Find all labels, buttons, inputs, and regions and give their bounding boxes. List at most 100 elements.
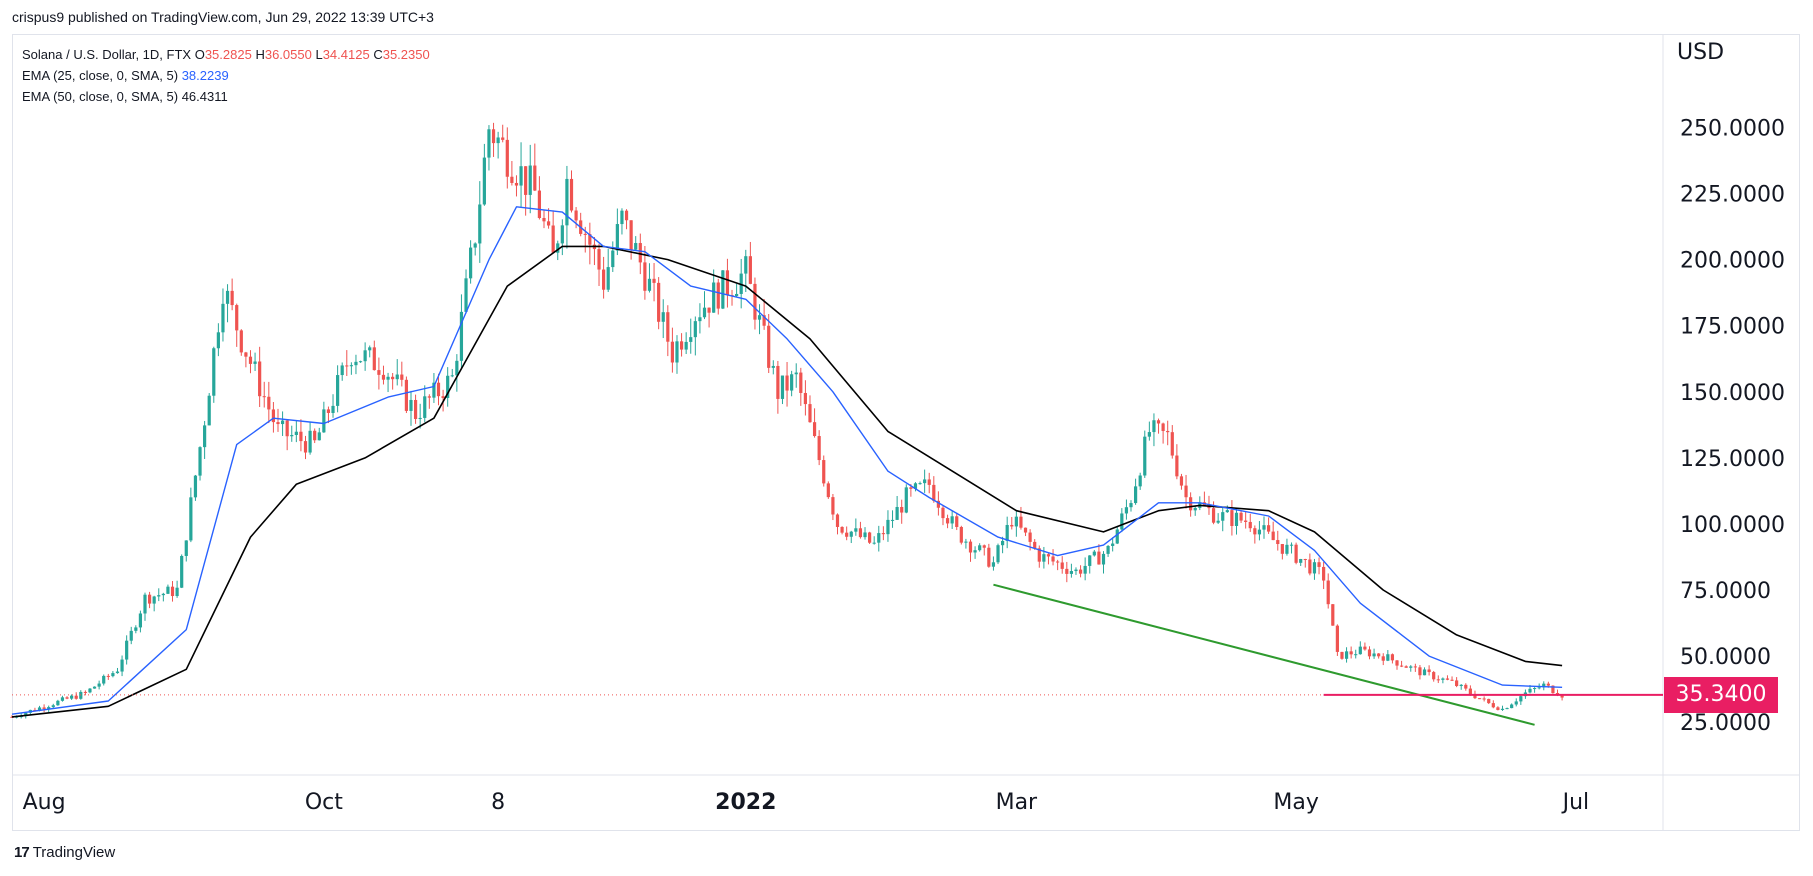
- candle-body: [395, 374, 399, 380]
- candle-body: [918, 483, 922, 485]
- candle-body: [679, 341, 684, 350]
- x-tick-label: 8: [491, 790, 505, 815]
- candle-body: [574, 210, 578, 221]
- x-tick-label: Aug: [23, 790, 66, 815]
- candle-body: [1308, 559, 1312, 574]
- candle-body: [1510, 704, 1514, 709]
- candle-body: [785, 375, 789, 391]
- candle-body: [923, 479, 927, 484]
- candle-body: [248, 356, 253, 364]
- candle-body: [1156, 420, 1161, 424]
- candle-body: [1111, 543, 1115, 546]
- candle-body: [221, 303, 225, 333]
- candle-body: [1170, 432, 1174, 456]
- x-tick-label: Mar: [996, 790, 1038, 815]
- candle-body: [1422, 669, 1427, 676]
- candle-body: [120, 659, 124, 672]
- candle-body: [1372, 653, 1376, 657]
- candle-body: [973, 550, 977, 553]
- candle-body: [597, 249, 601, 270]
- candle-body: [230, 290, 234, 306]
- y-tick-label: 125.0000: [1680, 447, 1785, 472]
- candle-body: [170, 586, 175, 597]
- footer-brand: TradingView: [32, 844, 116, 861]
- candle-body: [326, 409, 331, 413]
- candle-body: [482, 157, 486, 205]
- candle-body: [1317, 562, 1321, 567]
- candle-body: [1230, 510, 1234, 526]
- candle-body: [225, 290, 230, 304]
- legend-ema25-row[interactable]: EMA (25, close, 0, SMA, 5) 38.2239: [22, 65, 430, 86]
- candle-body: [707, 307, 711, 313]
- candle-body: [877, 533, 881, 543]
- candle-body: [175, 587, 179, 597]
- candle-body: [207, 395, 211, 426]
- candle-body: [693, 321, 697, 338]
- candle-body: [1528, 688, 1532, 693]
- candle-body: [1069, 571, 1073, 574]
- candle-body: [661, 312, 665, 322]
- candle-body: [1395, 660, 1399, 666]
- ema50-line: [11, 245, 1563, 718]
- candle-body: [290, 434, 294, 437]
- candle-body: [1377, 653, 1381, 657]
- current-price-label: 35.3400: [1664, 676, 1778, 713]
- candle-body: [47, 707, 51, 709]
- x-tick-label: 2022: [715, 790, 776, 815]
- candle-body: [895, 506, 899, 520]
- candle-body: [354, 361, 358, 366]
- candle-body: [1028, 532, 1032, 542]
- candle-body: [863, 532, 867, 538]
- candle-body: [1537, 687, 1541, 689]
- candle-body: [647, 278, 652, 291]
- candle-body: [565, 178, 569, 226]
- candle-body: [143, 594, 147, 614]
- candle-body: [1514, 701, 1518, 705]
- candle-body: [469, 247, 473, 279]
- candle-body: [198, 447, 202, 476]
- candle-body: [1473, 693, 1477, 699]
- candle-body: [808, 404, 812, 423]
- candle-body: [56, 700, 60, 706]
- candle-body: [134, 627, 138, 631]
- x-tick-label: Jul: [1561, 790, 1590, 815]
- candle-body: [331, 405, 335, 413]
- legend-high-value: 36.0550: [264, 47, 312, 62]
- legend-open-label: O: [194, 47, 205, 62]
- candle-body: [1363, 646, 1367, 650]
- candle-body: [1271, 531, 1275, 541]
- candle-body: [496, 137, 500, 144]
- candle-body: [1193, 507, 1197, 511]
- candle-body: [1120, 513, 1124, 530]
- candle-body: [845, 532, 849, 537]
- candle-body: [854, 528, 858, 532]
- legend-ema50-row[interactable]: EMA (50, close, 0, SMA, 5) 46.4311: [22, 86, 430, 107]
- candle-body: [244, 352, 248, 357]
- candle-body: [1005, 524, 1009, 541]
- candle-body: [684, 341, 688, 350]
- candle-body: [262, 396, 266, 398]
- candle-body: [1331, 604, 1335, 626]
- candle-body: [881, 533, 885, 535]
- candle-body: [216, 332, 220, 349]
- candle-body: [487, 129, 491, 158]
- candle-body: [386, 376, 390, 380]
- candle-body: [446, 375, 450, 399]
- footer[interactable]: 17 TradingView: [14, 844, 115, 861]
- candle-body: [932, 484, 936, 501]
- candle-body: [556, 243, 560, 253]
- candle-body: [602, 269, 606, 290]
- candle-body: [537, 190, 542, 219]
- legend-close-value: 35.2350: [382, 47, 430, 62]
- candle-body: [1349, 651, 1353, 655]
- candle-body: [1051, 556, 1055, 562]
- candle-body: [377, 370, 381, 375]
- candle-body: [955, 516, 959, 527]
- legend-ema50-label: EMA (50, close, 0, SMA, 5): [22, 89, 179, 104]
- candle-body: [147, 594, 152, 604]
- candle-body: [780, 375, 785, 399]
- candle-body: [336, 375, 340, 406]
- candle-body: [583, 233, 587, 235]
- candle-body: [322, 409, 326, 433]
